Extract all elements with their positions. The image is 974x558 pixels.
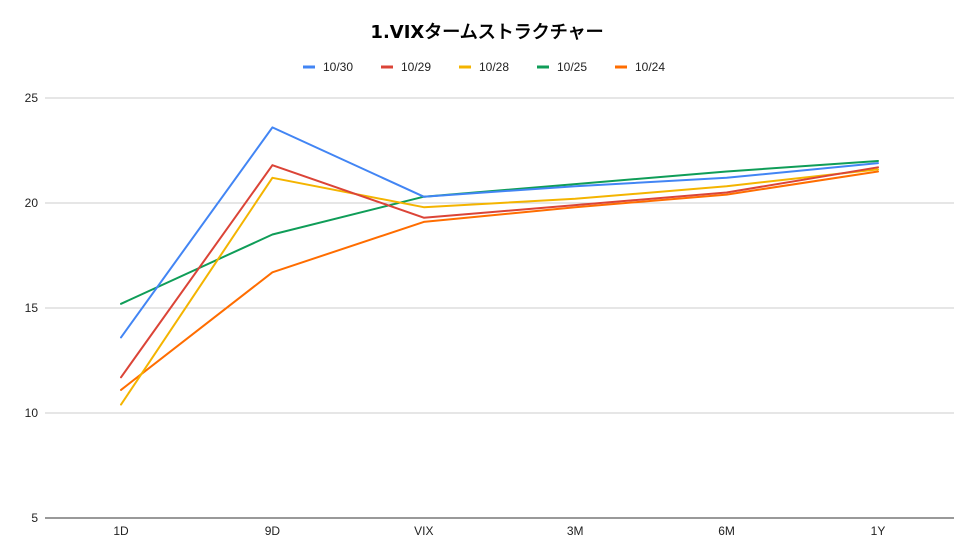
chart-title: 1.VIXタームストラクチャー bbox=[370, 22, 603, 43]
grid bbox=[45, 97, 954, 519]
x-tick-label: 3M bbox=[567, 524, 584, 538]
series-line-10-29 bbox=[120, 164, 879, 379]
legend-label: 10/28 bbox=[479, 60, 509, 74]
legend-label: 10/24 bbox=[635, 60, 665, 74]
legend-label: 10/25 bbox=[557, 60, 587, 74]
series-line-10-28 bbox=[120, 168, 879, 406]
y-axis-ticks: 5 10 15 20 25 bbox=[25, 91, 39, 525]
legend-item: 10/29 bbox=[381, 60, 431, 74]
y-tick-label: 5 bbox=[31, 511, 38, 525]
series-line-10-30 bbox=[120, 126, 879, 339]
legend-label: 10/29 bbox=[401, 60, 431, 74]
x-tick-label: VIX bbox=[414, 524, 433, 538]
y-tick-label: 25 bbox=[25, 91, 39, 105]
legend-item: 10/30 bbox=[303, 60, 353, 74]
series-lines bbox=[120, 126, 879, 406]
legend-item: 10/24 bbox=[615, 60, 665, 74]
y-tick-label: 20 bbox=[25, 196, 39, 210]
x-axis-ticks: 1D 9D VIX 3M 6M 1Y bbox=[113, 524, 885, 538]
x-tick-label: 6M bbox=[718, 524, 735, 538]
legend-label: 10/30 bbox=[323, 60, 353, 74]
legend-item: 10/28 bbox=[459, 60, 509, 74]
y-tick-label: 10 bbox=[25, 406, 39, 420]
x-tick-label: 1D bbox=[113, 524, 129, 538]
y-tick-label: 15 bbox=[25, 301, 39, 315]
series-line-10-24 bbox=[120, 170, 879, 391]
legend: 10/30 10/29 10/28 10/25 10/24 bbox=[303, 60, 665, 74]
x-tick-label: 1Y bbox=[871, 524, 886, 538]
x-tick-label: 9D bbox=[265, 524, 281, 538]
legend-item: 10/25 bbox=[537, 60, 587, 74]
series-line-10-25 bbox=[120, 160, 879, 305]
